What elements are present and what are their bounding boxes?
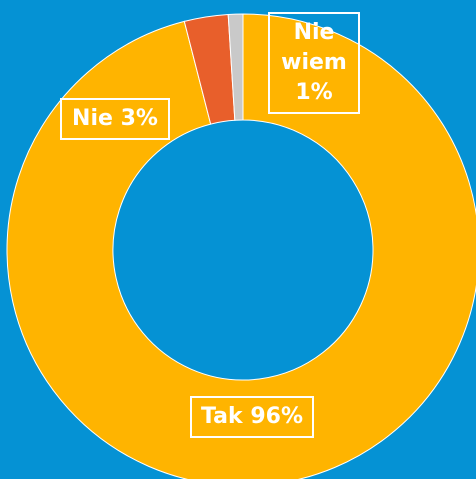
- value-label: 1%: [295, 80, 333, 105]
- slice-label: Nie 3%: [60, 98, 170, 140]
- slice-label: Nie wiem 1%: [268, 12, 360, 114]
- value-label: 3%: [120, 106, 158, 131]
- slice-label: Tak 96%: [190, 396, 314, 438]
- category: Nie wiem: [281, 20, 347, 75]
- value-label: 96%: [250, 404, 303, 429]
- slice: [6, 13, 476, 479]
- category: Nie: [72, 106, 113, 131]
- slice: [227, 13, 244, 121]
- category: Tak: [201, 404, 243, 429]
